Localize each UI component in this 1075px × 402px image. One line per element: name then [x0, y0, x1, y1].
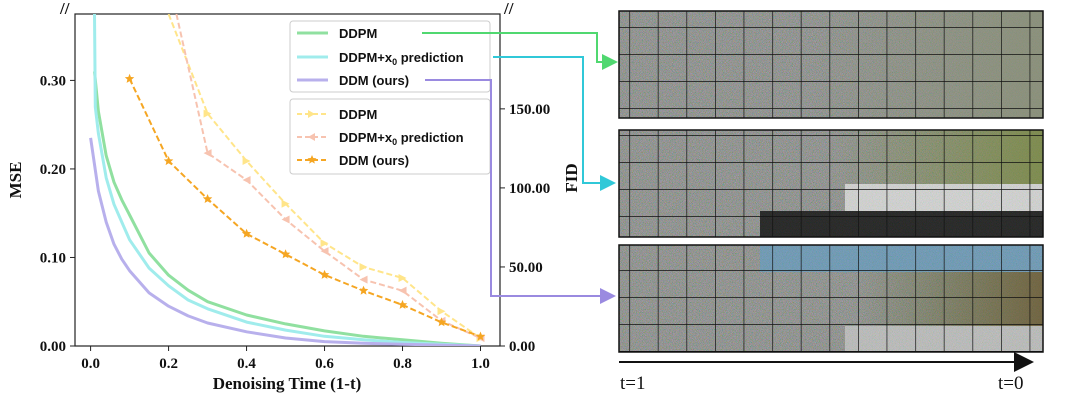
fid-marker-ddm: [397, 299, 408, 309]
fid-marker-ddm: [475, 331, 486, 341]
y-right-tick-label: 100.00: [509, 181, 550, 197]
ticks-layer: 0.0 0.2 0.4 0.6 0.8 1.0 0.00 0.10 0.20 0.30 0.00 50…: [40, 73, 551, 372]
x-axis-label: Denoising Time (1-t): [213, 374, 362, 393]
y-axis-label-right: FID: [562, 163, 581, 192]
y-right-tick-label: 50.00: [509, 260, 543, 276]
legend-mse: DDPM DDPM+x0 prediction DDM (ours): [289, 20, 491, 93]
fid-marker-ddm: [358, 285, 369, 295]
fid-marker-ddm: [280, 249, 291, 259]
fid-marker-ddpm: [242, 157, 251, 166]
arrow-ddpm: [422, 32, 618, 70]
legend-mse-label-x0: DDPM+x0 prediction: [339, 50, 464, 67]
fid-marker-ddpm: [437, 307, 446, 316]
y-axis-label-left: MSE: [6, 162, 25, 199]
sample-grid-ddpm: [618, 10, 1044, 119]
legend-fid-label-ddpm: DDPM: [339, 107, 377, 122]
legend-mse-label-ddpm: DDPM: [339, 26, 377, 41]
fid-marker-ddpm: [203, 109, 212, 118]
axis-break-left: //: [59, 0, 70, 18]
fid-marker-ddm: [124, 73, 135, 83]
fid-marker-ddpm: [320, 239, 329, 248]
mse-line-x0-prediction: [93, 14, 481, 346]
legend-fid: DDPM DDPM+x0 prediction DDM (ours): [289, 98, 491, 175]
fid-marker-x0-prediction: [359, 275, 368, 284]
fid-marker-x0-prediction: [320, 247, 329, 256]
x-tick-label: 0.4: [237, 356, 256, 372]
y-left-tick-label: 0.00: [40, 339, 66, 355]
mse-line-ddpm: [93, 71, 481, 346]
x-tick-label: 0.6: [315, 356, 334, 372]
sample-grid-ddm: [618, 244, 1044, 353]
fid-marker-ddm: [202, 194, 213, 203]
x-tick-label: 0.2: [159, 356, 178, 372]
legend-fid-marker-ddm: [307, 155, 317, 164]
fid-marker-ddm: [163, 156, 174, 166]
fid-marker-x0-prediction: [203, 149, 212, 158]
sample-grid-x0-prediction: [618, 129, 1044, 238]
y-left-tick-label: 0.10: [40, 250, 66, 266]
legend-fid-label-ddm: DDM (ours): [339, 153, 409, 168]
legend-fid-label-x0: DDPM+x0 prediction: [339, 130, 464, 147]
y-right-tick-label: 0.00: [509, 339, 535, 355]
fid-marker-ddm: [241, 228, 252, 238]
y-right-tick-label: 150.00: [509, 102, 550, 118]
plot-area: 0.0 0.2 0.4 0.6 0.8 1.0 0.00 0.10 0.20 0.30 0.00 50…: [40, 13, 551, 372]
time-label-end: t=0: [998, 373, 1024, 394]
fid-marker-x0-prediction: [281, 215, 290, 224]
y-left-tick-label: 0.30: [40, 73, 66, 89]
legend-fid-marker-ddpm: [308, 110, 315, 118]
fid-marker-ddm: [319, 269, 330, 279]
fid-marker-ddpm: [281, 199, 290, 208]
axis-break-right: //: [503, 0, 514, 18]
fid-marker-x0-prediction: [242, 176, 251, 184]
mse-line-ddm: [89, 137, 481, 346]
arrow-x0-prediction: [493, 56, 616, 191]
fid-line-x0-prediction: [175, 14, 481, 340]
fid-marker-ddm: [436, 317, 447, 327]
x-tick-label: 0.8: [393, 356, 412, 372]
x-tick-label: 0.0: [81, 356, 100, 372]
fid-line-ddm: [128, 78, 481, 338]
y-left-tick-label: 0.20: [40, 162, 66, 178]
plot-frame: [74, 13, 501, 347]
fid-marker-ddpm: [359, 262, 368, 271]
time-label-start: t=1: [620, 373, 646, 394]
arrow-ddm: [425, 79, 616, 304]
fid-marker-x0-prediction: [398, 286, 407, 295]
x-tick-label: 1.0: [471, 356, 490, 372]
legend-fid-marker-x0: [308, 133, 315, 141]
legend-mse-label-ddm: DDM (ours): [339, 73, 409, 88]
fid-marker-ddpm: [398, 274, 407, 283]
series-layer: [89, 14, 486, 346]
